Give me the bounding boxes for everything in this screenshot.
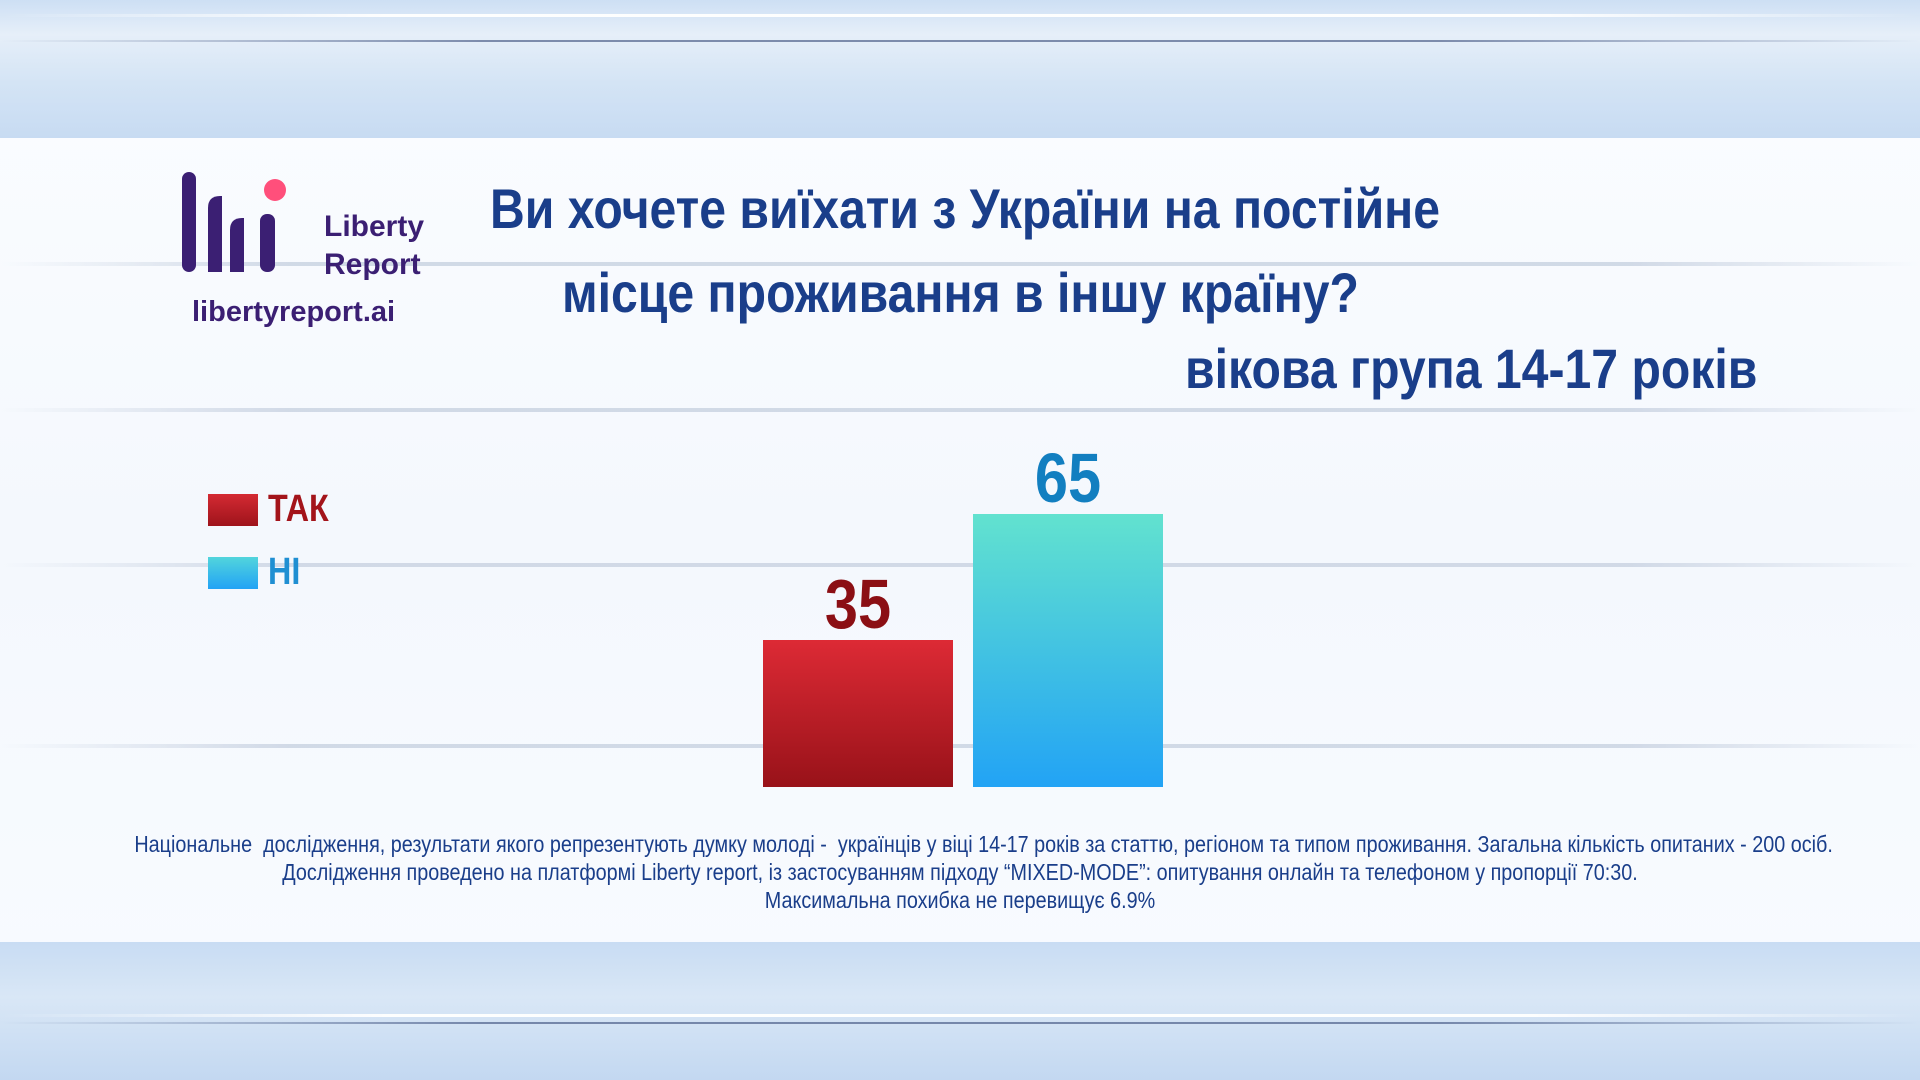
decor-streak — [0, 40, 1920, 42]
methodology-note-line3: Максимальна похибка не перевищує 6.9% — [764, 887, 1156, 913]
methodology-note-line2: Дослідження проведено на платформі Liber… — [282, 859, 1638, 885]
logo-name-line2: Report — [324, 248, 421, 281]
bottom-band — [0, 942, 1920, 1080]
logo-name-line1: Liberty — [324, 210, 425, 243]
legend-swatch-no — [208, 556, 258, 589]
decor-streak — [0, 563, 1920, 567]
legend-swatch-yes — [208, 493, 258, 526]
decor-streak — [0, 14, 1920, 17]
liberty-report-logo: Liberty Report libertyreport.ai — [178, 168, 468, 338]
legend-label-yes: ТАК — [268, 488, 329, 530]
decor-streak — [0, 408, 1920, 412]
logo-url: libertyreport.ai — [192, 296, 396, 328]
decor-streak — [0, 1014, 1920, 1017]
decor-streak — [0, 1022, 1920, 1024]
content-panel — [0, 138, 1920, 942]
chart-title-line1: Ви хочете виїхати з України на постійне — [490, 177, 1441, 240]
chart-title-line2: місце проживання в іншу країну? — [562, 261, 1359, 324]
chart-subtitle: вікова група 14-17 років — [1185, 337, 1758, 400]
liberty-report-logo-mark — [182, 172, 286, 272]
methodology-note: Національне дослідження, результати яког… — [0, 830, 1920, 914]
decor-streak — [0, 744, 1920, 748]
legend-item-no: НІ — [208, 551, 306, 594]
methodology-note-line1: Національне дослідження, результати яког… — [134, 831, 1833, 857]
legend-item-yes: ТАК — [208, 488, 339, 531]
top-band — [0, 0, 1920, 138]
legend-label-no: НІ — [268, 551, 301, 593]
logo-name: Liberty Report — [324, 208, 424, 284]
decor-streak — [0, 262, 1920, 266]
